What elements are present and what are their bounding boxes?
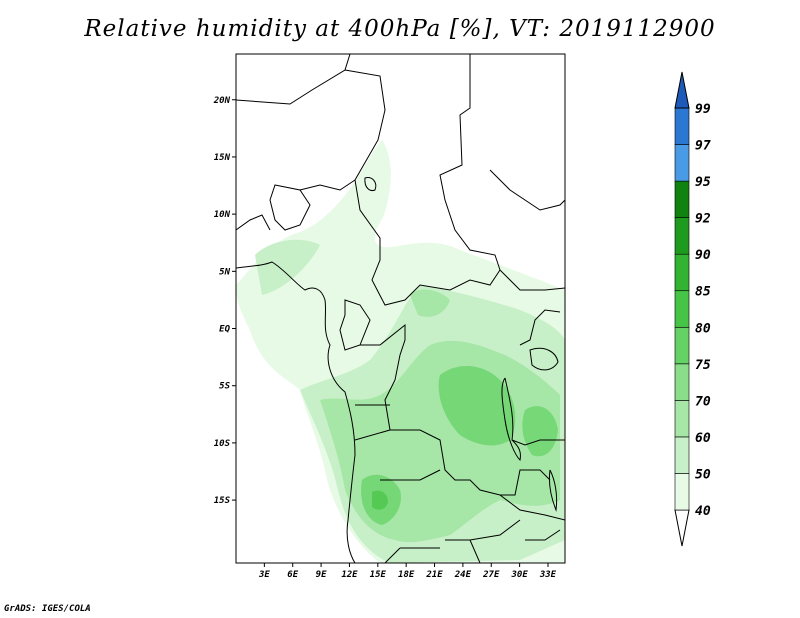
lon-tick-label: 21E: [425, 570, 443, 580]
lat-tick-label: 5S: [219, 382, 230, 392]
colorbar-segment: [674, 436, 690, 474]
colorbar-label: 50: [695, 467, 711, 482]
rh-80-region: [438, 365, 516, 446]
colorbar-min-arrow: [674, 509, 690, 547]
lon-tick-label: 18E: [398, 570, 415, 580]
lake-chad: [364, 177, 377, 191]
colorbar-segment: [674, 144, 690, 182]
rh-60-region-b: [255, 239, 320, 295]
colorbar-label: 99: [695, 102, 711, 117]
lon-tick-label: 6E: [287, 570, 298, 580]
lake-victoria: [529, 347, 559, 371]
border-lines: [236, 54, 565, 563]
lat-tick-label: EQ: [219, 325, 230, 335]
rh-70-region-north: [410, 289, 450, 317]
colorbar: 40 50 60 70 75 80 85 90 92 95 97 99: [674, 71, 711, 547]
colorbar-label: 75: [695, 358, 711, 373]
lake-tanganyika: [501, 377, 521, 462]
colorbar-segment: [674, 473, 690, 511]
lon-tick-label: 33E: [539, 570, 557, 580]
lon-tick-label: 3E: [258, 570, 270, 580]
lake-malawi: [549, 469, 558, 512]
map-title: Relative humidity at 400hPa [%], VT: 201…: [84, 16, 716, 42]
colorbar-segment: [674, 217, 690, 255]
latitude-ticks: 20N 15N 10N 5N EQ 5S 10S 15S: [213, 96, 236, 506]
lat-tick-label: 10S: [214, 439, 231, 449]
credit-text: GrADS: IGES/COLA: [4, 604, 91, 614]
rh-80-region-east: [522, 406, 558, 457]
lon-tick-label: 24E: [454, 570, 472, 580]
colorbar-segment: [674, 180, 690, 218]
humidity-shading: [236, 140, 565, 563]
colorbar-label: 60: [695, 431, 711, 446]
colorbar-segment: [674, 326, 690, 365]
lat-tick-label: 20N: [213, 96, 231, 106]
colorbar-segment: [674, 107, 690, 145]
lon-tick-label: 15E: [370, 570, 387, 580]
colorbar-label: 70: [695, 394, 711, 409]
colorbar-label: 85: [695, 285, 711, 300]
colorbar-max-arrow: [674, 71, 690, 109]
lon-tick-label: 30E: [510, 570, 528, 580]
colorbar-label: 90: [695, 248, 711, 263]
rh-50-region-north: [340, 140, 391, 250]
longitude-ticks: 3E 6E 9E 12E 15E 18E 21E 24E 27E 30E 33E: [258, 563, 557, 580]
colorbar-label: 97: [695, 139, 711, 154]
lon-tick-label: 12E: [341, 570, 358, 580]
colorbar-label: 95: [695, 175, 711, 190]
colorbar-segment: [674, 400, 690, 438]
colorbar-label: 80: [695, 321, 711, 336]
colorbar-segment: [674, 253, 690, 292]
lon-tick-label: 9E: [316, 570, 327, 580]
lat-tick-label: 15N: [214, 153, 231, 163]
lat-tick-label: 15S: [214, 496, 231, 506]
colorbar-label: 92: [695, 212, 711, 227]
map-frame: [235, 53, 566, 564]
rh-85-spot: [372, 490, 388, 510]
coastline-west: [236, 261, 356, 563]
lat-tick-label: 10N: [214, 210, 231, 220]
lon-tick-label: 27E: [482, 570, 500, 580]
colorbar-label: 40: [695, 504, 711, 519]
borders: [236, 54, 565, 563]
colorbar-segment: [674, 363, 690, 401]
lat-tick-label: 5N: [219, 267, 230, 277]
colorbar-segment: [674, 290, 690, 328]
